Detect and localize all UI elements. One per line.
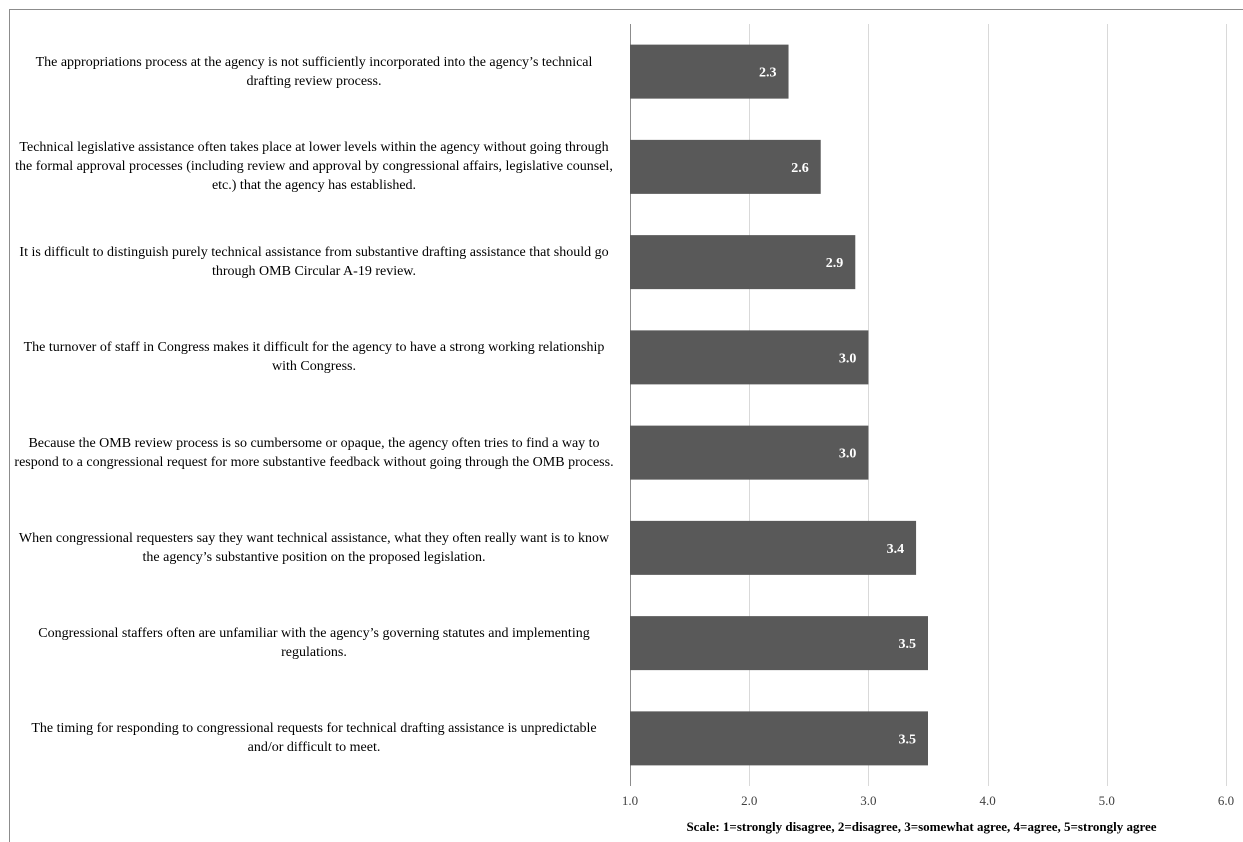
bar	[630, 711, 928, 766]
category-label: The appropriations process at the agency…	[35, 54, 593, 89]
category-label: When congressional requesters say they w…	[18, 530, 610, 565]
data-label: 3.4	[887, 542, 905, 557]
data-label: 2.6	[791, 161, 809, 176]
bar	[630, 520, 917, 575]
bar	[630, 425, 869, 480]
category-label: Because the OMB review process is so cum…	[14, 435, 614, 470]
x-tick-label: 3.0	[860, 793, 876, 808]
category-label: Technical legislative assistance often t…	[15, 140, 613, 194]
bar	[630, 44, 789, 99]
x-tick-label: 6.0	[1218, 793, 1234, 808]
bar	[630, 330, 869, 385]
bar	[630, 235, 856, 290]
x-axis-title: Scale: 1=strongly disagree, 2=disagree, …	[686, 819, 1157, 834]
x-tick-label: 4.0	[979, 793, 995, 808]
data-label: 3.5	[899, 732, 917, 747]
category-label: It is difficult to distinguish purely te…	[19, 245, 609, 280]
x-tick-label: 1.0	[622, 793, 638, 808]
data-label: 3.0	[839, 351, 857, 366]
category-label: The turnover of staff in Congress makes …	[23, 340, 605, 375]
bar	[630, 616, 928, 671]
x-tick-label: 2.0	[741, 793, 757, 808]
data-label: 2.3	[759, 66, 777, 81]
bar	[630, 139, 821, 194]
data-label: 3.0	[839, 447, 857, 462]
data-label: 3.5	[899, 637, 917, 652]
category-label: The timing for responding to congression…	[31, 721, 597, 756]
x-tick-label: 5.0	[1099, 793, 1115, 808]
category-label: Congressional staffers often are unfamil…	[38, 626, 590, 661]
data-label: 2.9	[826, 256, 844, 271]
chart-frame	[9, 9, 1243, 842]
